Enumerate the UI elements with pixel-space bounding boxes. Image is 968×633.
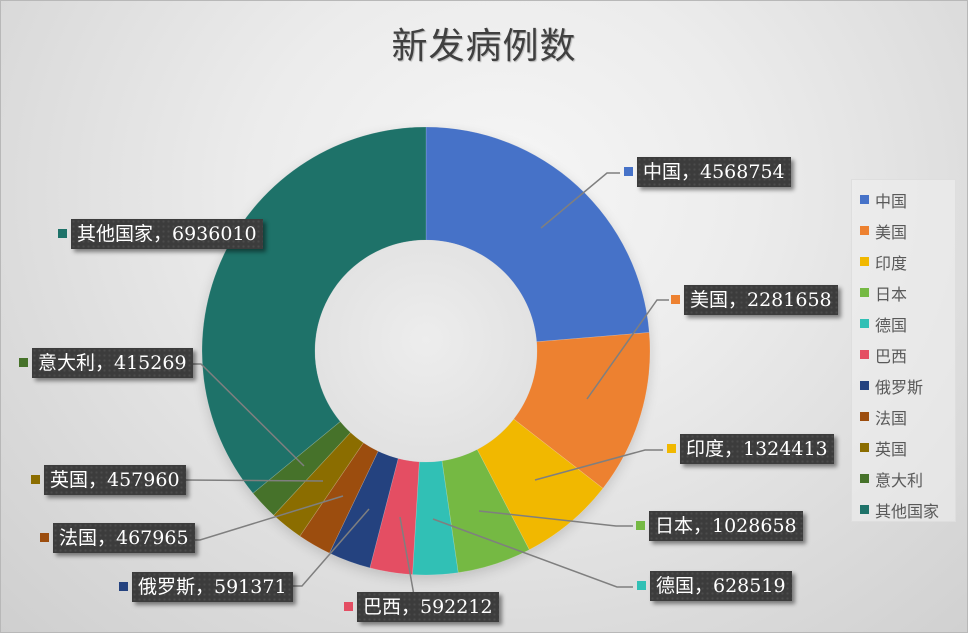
legend-label: 巴西 [875, 346, 908, 366]
data-label-legend-key [636, 521, 645, 530]
legend-swatch [860, 195, 869, 204]
legend-item[interactable]: 其他国家 [852, 494, 955, 525]
legend-item[interactable]: 中国 [852, 184, 955, 215]
legend-swatch [860, 319, 869, 328]
legend-label: 法国 [875, 408, 908, 428]
leader-line [182, 479, 324, 482]
data-label[interactable]: 俄罗斯，591371 [132, 572, 293, 602]
leader-line [432, 518, 633, 588]
legend-swatch [860, 474, 869, 483]
legend-label: 英国 [875, 439, 908, 459]
legend-label: 印度 [875, 253, 908, 273]
legend-item[interactable]: 意大利 [852, 463, 955, 494]
legend: 中国美国印度日本德国巴西俄罗斯法国英国意大利其他国家 [851, 179, 956, 522]
leader-line [478, 510, 633, 527]
legend-swatch [860, 381, 869, 390]
data-label[interactable]: 英国，457960 [44, 465, 186, 495]
legend-item[interactable]: 美国 [852, 215, 955, 246]
data-label-legend-key [19, 358, 28, 367]
legend-item[interactable]: 印度 [852, 246, 955, 277]
legend-label: 俄罗斯 [875, 377, 924, 397]
data-label[interactable]: 巴西，592212 [357, 592, 499, 622]
data-label[interactable]: 意大利，415269 [32, 348, 193, 378]
legend-label: 其他国家 [875, 501, 940, 521]
data-label[interactable]: 印度，1324413 [680, 434, 834, 464]
legend-item[interactable]: 英国 [852, 432, 955, 463]
data-label-legend-key [119, 582, 128, 591]
legend-item[interactable]: 巴西 [852, 339, 955, 370]
data-label-legend-key [31, 475, 40, 484]
leader-line [540, 172, 620, 229]
data-label-legend-key [58, 229, 67, 238]
data-label[interactable]: 日本，1028658 [649, 511, 803, 541]
legend-label: 中国 [875, 191, 908, 211]
data-label[interactable]: 法国，467965 [53, 523, 195, 553]
legend-label: 日本 [875, 284, 908, 304]
legend-item[interactable]: 日本 [852, 277, 955, 308]
legend-swatch [860, 443, 869, 452]
leader-line [534, 449, 663, 481]
legend-label: 美国 [875, 222, 908, 242]
leader-lines [182, 172, 669, 602]
data-label-legend-key [624, 167, 633, 176]
slice-1[interactable] [513, 332, 651, 489]
legend-swatch [860, 257, 869, 266]
data-label[interactable]: 德国，628519 [650, 571, 792, 601]
data-label[interactable]: 中国，4568754 [637, 157, 791, 187]
leader-line [192, 495, 344, 541]
legend-item[interactable]: 法国 [852, 401, 955, 432]
data-label[interactable]: 其他国家，6936010 [71, 219, 263, 249]
legend-swatch [860, 505, 869, 514]
legend-swatch [860, 226, 869, 235]
data-label-legend-key [671, 295, 680, 304]
leader-line [192, 363, 305, 467]
legend-label: 德国 [875, 315, 908, 335]
data-label[interactable]: 美国，2281658 [684, 285, 838, 315]
data-label-legend-key [344, 602, 353, 611]
data-label-legend-key [667, 444, 676, 453]
leader-line [293, 508, 370, 587]
doughnut-slices [201, 126, 651, 576]
legend-swatch [860, 350, 869, 359]
legend-item[interactable]: 德国 [852, 308, 955, 339]
leader-line [399, 516, 416, 602]
legend-swatch [860, 288, 869, 297]
legend-item[interactable]: 俄罗斯 [852, 370, 955, 401]
legend-label: 意大利 [875, 470, 924, 490]
data-label-legend-key [637, 581, 646, 590]
chart-title: 新发病例数 [391, 26, 577, 67]
legend-swatch [860, 412, 869, 421]
leader-line [586, 299, 669, 400]
data-label-legend-key [40, 533, 49, 542]
